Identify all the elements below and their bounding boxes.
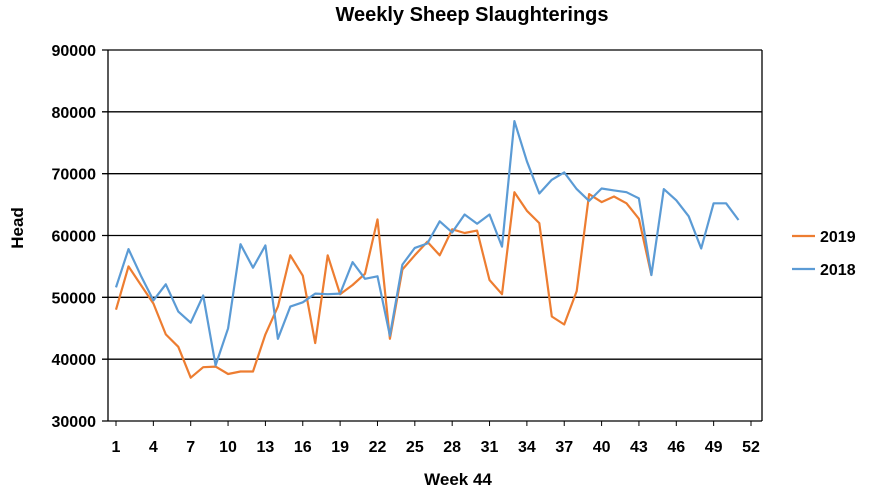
x-tick-label: 31 (481, 439, 499, 456)
x-tick-label: 10 (219, 439, 237, 456)
x-tick-label: 13 (257, 439, 275, 456)
x-axis-label: Week 44 (424, 470, 492, 489)
chart-title: Weekly Sheep Slaughterings (335, 4, 608, 26)
x-tick-label: 7 (186, 439, 195, 456)
x-tick-label: 43 (630, 439, 648, 456)
x-tick-label: 40 (593, 439, 611, 456)
y-tick-label: 90000 (52, 43, 97, 60)
legend-label: 2018 (820, 262, 856, 279)
x-tick-label: 49 (705, 439, 723, 456)
x-tick-label: 34 (518, 439, 536, 456)
x-tick-label: 28 (443, 439, 461, 456)
y-tick-label: 60000 (52, 229, 97, 246)
x-tick-label: 52 (742, 439, 760, 456)
legend-label: 2019 (820, 229, 856, 246)
x-tick-label: 4 (149, 439, 158, 456)
series-line-2019 (114, 191, 653, 379)
x-tick-label: 37 (555, 439, 573, 456)
y-tick-label: 40000 (52, 352, 97, 369)
y-tick-label: 50000 (52, 290, 97, 307)
x-tick-label: 25 (406, 439, 424, 456)
x-tick-label: 22 (369, 439, 387, 456)
x-tick-label: 16 (294, 439, 312, 456)
y-tick-label: 30000 (52, 414, 97, 431)
x-tick-label: 46 (667, 439, 685, 456)
y-axis-label: Head (8, 207, 27, 249)
y-tick-label: 80000 (52, 105, 97, 122)
y-tick-label: 70000 (52, 167, 97, 184)
x-tick-label: 1 (112, 439, 121, 456)
series-line-2018 (114, 119, 740, 367)
x-tick-label: 19 (331, 439, 349, 456)
